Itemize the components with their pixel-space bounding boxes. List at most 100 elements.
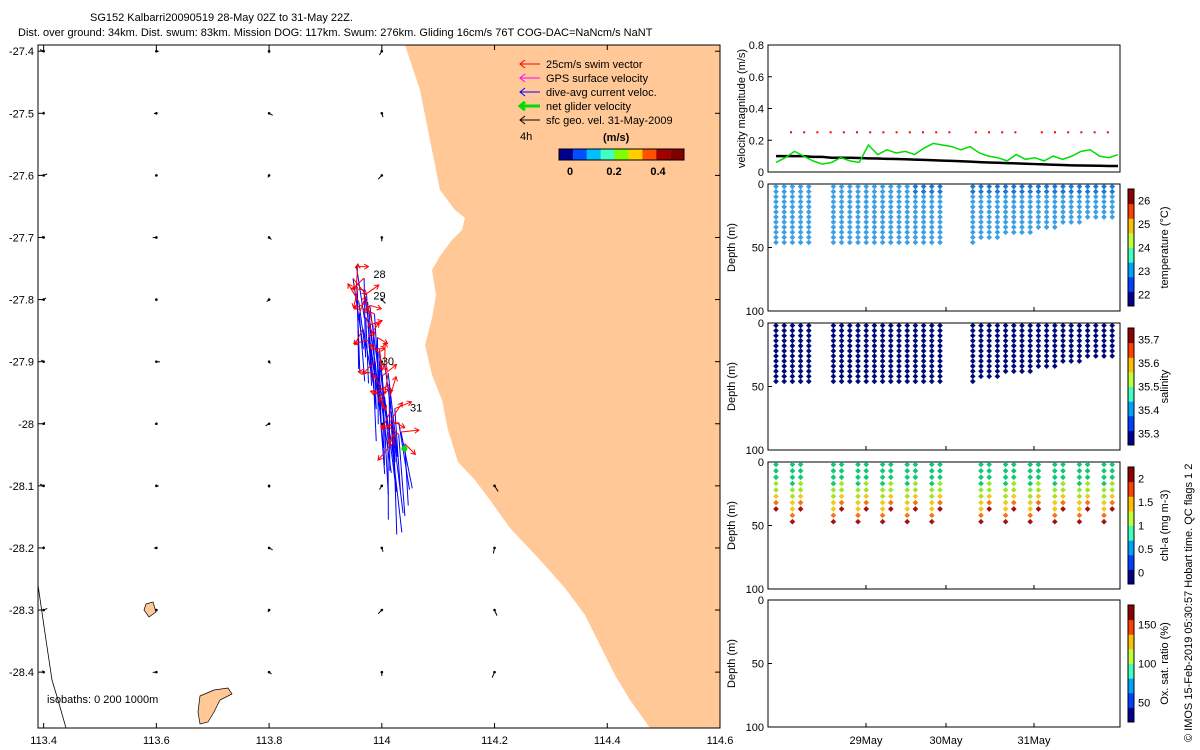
cast-point [1043,204,1050,210]
cast-point [1002,512,1009,519]
geo-arrow-base [155,670,158,674]
cast-point [789,209,796,215]
cast-point [781,353,788,359]
chla-cbar-cell [1128,510,1134,526]
colorbar-cell [670,149,685,160]
cast-point [830,198,837,205]
cast-point [773,332,779,339]
cast-point [773,468,779,474]
cast-point [1051,214,1058,220]
day-label: 31 [410,402,422,414]
cast-point [846,322,853,329]
cast-point [879,358,886,364]
cast-point [838,348,845,354]
dac-vector [387,372,399,457]
cast-point [920,234,927,241]
cast-point [863,461,870,468]
cast-point [994,337,1001,344]
cast-point [1051,322,1058,329]
cast-point [773,204,779,210]
depth-tick-label: 0 [758,457,764,469]
cast-point [1076,198,1083,205]
cast-point [887,214,894,220]
cast-point [855,518,861,525]
cast-point [805,363,812,370]
cast-point [838,468,845,474]
cast-point [986,461,993,468]
cast-point [1076,332,1083,339]
swim-vector [400,429,419,433]
cast-point [1084,480,1091,487]
cast-point [781,343,788,349]
cast-point [912,214,919,220]
cast-point [986,234,993,241]
cast-point [871,343,878,349]
cast-point [789,229,796,236]
lon-tick-label: 113.8 [256,735,283,747]
cast-point [1109,193,1116,200]
cast-point [830,373,837,380]
cast-point [912,239,919,246]
cast-point [1035,322,1042,329]
cast-point [855,209,861,215]
cast-point [1101,493,1107,500]
cast-point [1060,183,1066,190]
cast-point [928,518,935,525]
lat-tick-label: -28 [18,419,34,431]
chla-cbar-cell [1128,554,1134,570]
cast-point [838,378,845,385]
cast-point [871,198,878,205]
cast-point [1010,183,1017,190]
cast-point [1027,198,1034,205]
legend-arrowhead-dac [519,87,526,97]
cast-point [969,188,976,195]
cast-point [781,378,788,385]
map-axes: 113.4 113.6 113.8 114 114.2 114.4 114.6 -27.4 -2… [9,45,733,747]
lat-tick-label: -27.9 [9,357,34,369]
cast-point [1060,487,1066,493]
cast-point [1060,343,1066,349]
cast-point [871,219,878,225]
swim-arrowhead [410,449,417,456]
cast-point [773,322,779,329]
cast-point [928,188,935,195]
cast-point [805,348,812,354]
vel-ref-dot [935,131,938,134]
cast-point [920,239,927,246]
cast-point [863,358,870,364]
cast-point [1035,499,1042,506]
track-day-labels: 28 29 30 31 [373,269,422,414]
cast-point [1051,193,1058,200]
oxygen-cbar-tick: 100 [1138,659,1156,671]
cast-point [978,327,984,334]
cast-point [978,193,984,200]
cast-point [1019,198,1025,205]
cast-point [928,487,935,493]
cast-point [928,198,935,205]
cast-point [937,493,943,500]
cast-point [1068,343,1075,349]
cast-point [773,224,779,231]
cast-point [871,224,878,231]
cast-point [863,468,870,474]
cast-point [1027,204,1034,210]
cast-point [928,363,935,370]
dac-vector [380,399,392,473]
cast-point [937,209,943,215]
cast-point [920,358,927,364]
cast-point [1010,468,1017,474]
swim-vector [381,422,399,428]
cast-point [994,219,1001,225]
temperature-cbar-cell [1128,232,1134,248]
cast-point [1027,461,1034,468]
cast-point [1092,209,1099,215]
cast-point [879,474,886,481]
cast-point [912,378,919,385]
cast-point [838,234,845,241]
cast-point [969,209,976,215]
cast-point [781,337,788,344]
swim-arrowhead [363,263,370,270]
cast-point [986,209,993,215]
cast-point [969,229,976,236]
date-tick-label: 29May [849,735,883,747]
